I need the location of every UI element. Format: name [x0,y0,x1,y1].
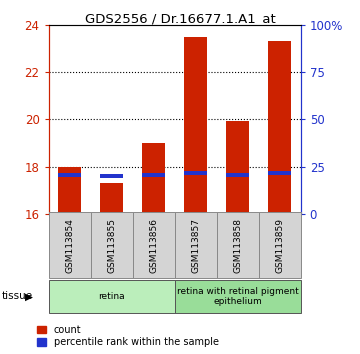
Bar [100,174,123,178]
Text: retina: retina [98,292,125,301]
Bar [142,143,165,214]
Legend: count, percentile rank within the sample: count, percentile rank within the sample [37,325,219,347]
FancyBboxPatch shape [175,212,217,278]
Bar [58,167,81,214]
Bar [184,171,207,175]
Bar [268,41,291,214]
Bar [100,183,123,214]
FancyBboxPatch shape [49,280,175,313]
Text: GSM113857: GSM113857 [191,218,200,273]
FancyBboxPatch shape [217,212,258,278]
Bar [142,173,165,177]
FancyBboxPatch shape [258,212,301,278]
Bar [58,173,81,177]
Bar [226,121,249,214]
Text: ▶: ▶ [24,291,32,302]
Text: GDS2556 / Dr.16677.1.A1_at: GDS2556 / Dr.16677.1.A1_at [85,12,275,25]
Text: GSM113856: GSM113856 [149,218,158,273]
Text: GSM113854: GSM113854 [65,218,74,273]
Bar [184,36,207,214]
Text: GSM113855: GSM113855 [107,218,116,273]
FancyBboxPatch shape [49,212,91,278]
Text: tissue: tissue [2,291,33,302]
FancyBboxPatch shape [132,212,175,278]
Text: GSM113858: GSM113858 [233,218,242,273]
Bar [226,173,249,177]
FancyBboxPatch shape [91,212,132,278]
Bar [268,171,291,175]
Text: GSM113859: GSM113859 [275,218,284,273]
Text: retina with retinal pigment
epithelium: retina with retinal pigment epithelium [177,287,298,306]
FancyBboxPatch shape [175,280,301,313]
